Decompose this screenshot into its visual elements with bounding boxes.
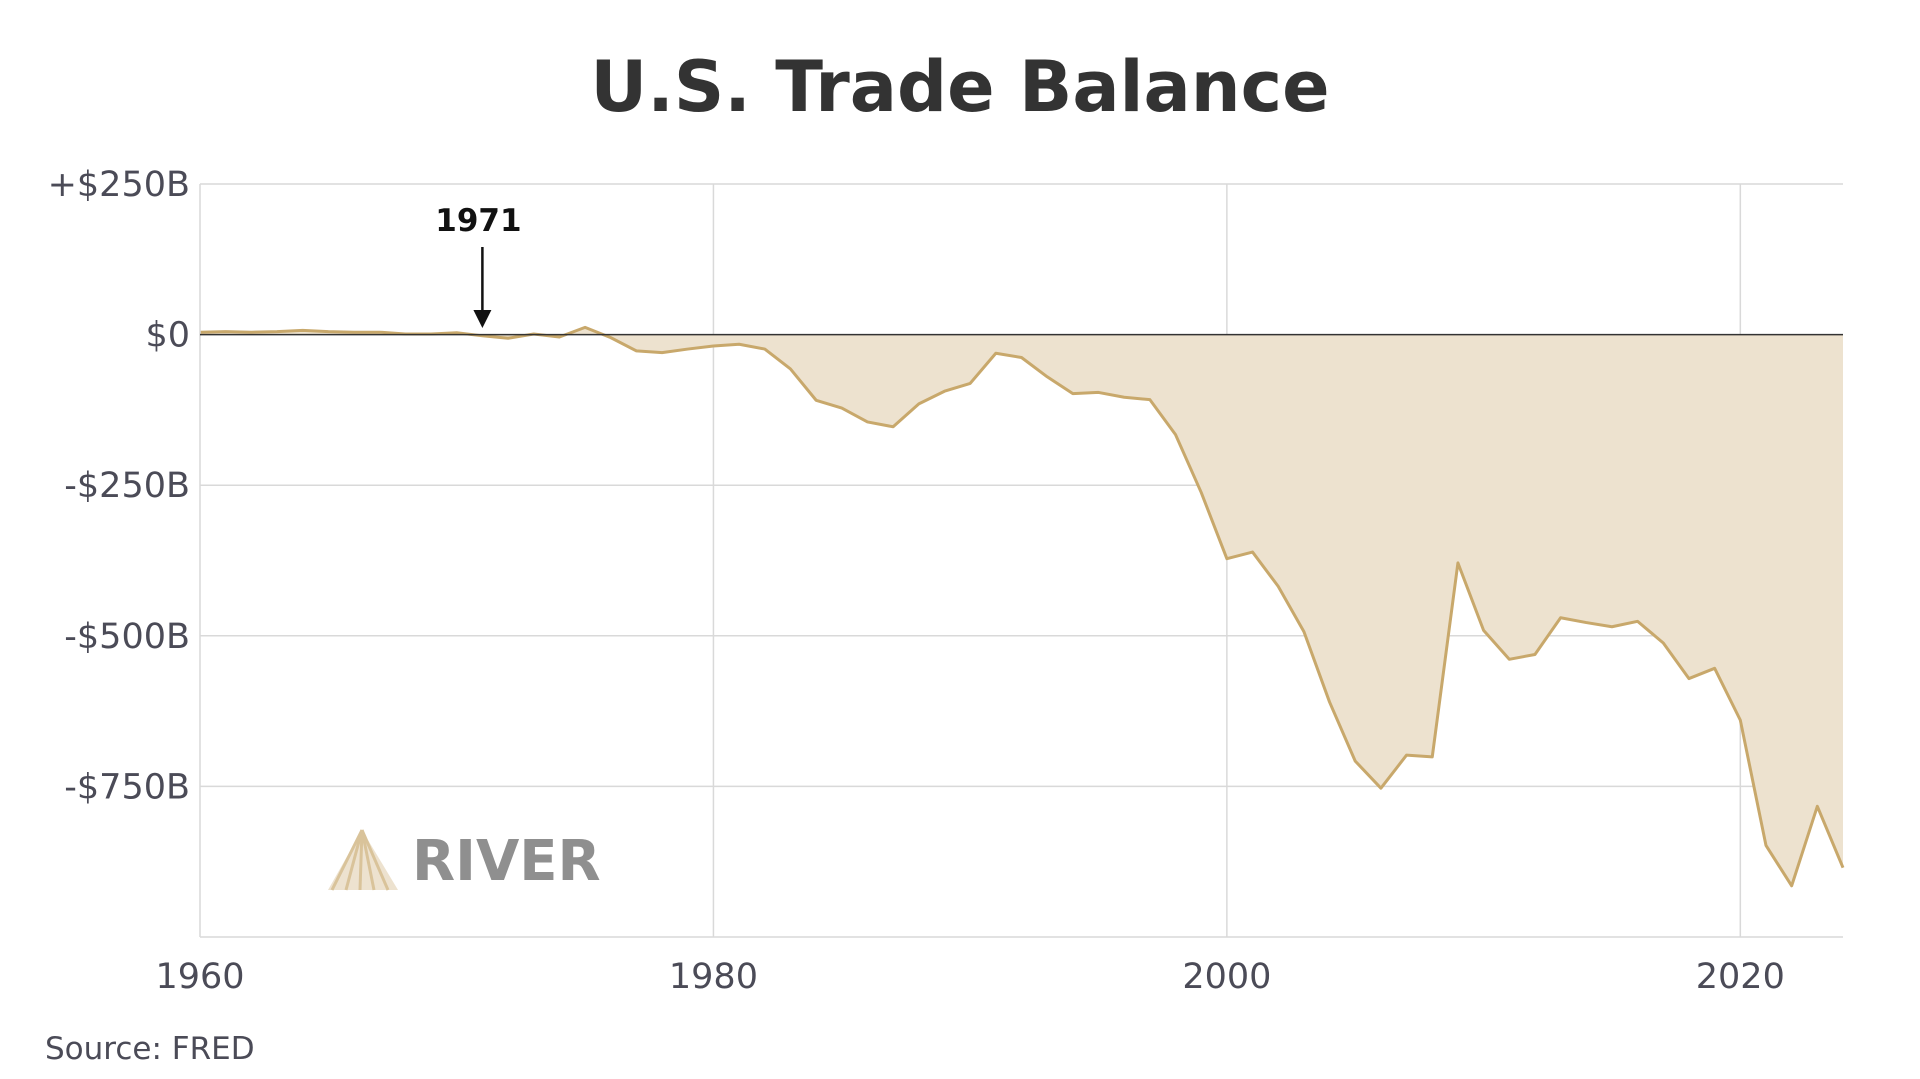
x-tick-label: 2000 [1182, 957, 1271, 997]
y-tick-label: +$250B [48, 165, 190, 205]
annotation-layer: 1971 [435, 203, 522, 328]
chart-title: U.S. Trade Balance [590, 46, 1330, 128]
axis-layer [199, 184, 1843, 938]
series-area-fill [200, 327, 1843, 886]
x-tick-label: 2020 [1696, 957, 1785, 997]
annotation-label: 1971 [435, 203, 521, 239]
river-logo: RIVER [328, 829, 601, 894]
x-tick-label: 1960 [155, 957, 244, 997]
y-tick-label: -$750B [64, 767, 190, 807]
area-layer [199, 325, 1845, 888]
y-tick-label: -$250B [64, 466, 190, 506]
annotation-arrow-head [473, 310, 492, 328]
y-tick-label: -$500B [64, 617, 190, 657]
source-note: Source: FRED [45, 1031, 255, 1067]
river-logo-text: RIVER [412, 829, 601, 894]
label-layer: 1960 1980 2000 2020 +$250B $0 -$250B -$500B -$75… [48, 165, 1785, 997]
river-mountain-icon [328, 829, 398, 891]
x-tick-label: 1980 [669, 957, 758, 997]
y-tick-label: $0 [145, 316, 190, 356]
